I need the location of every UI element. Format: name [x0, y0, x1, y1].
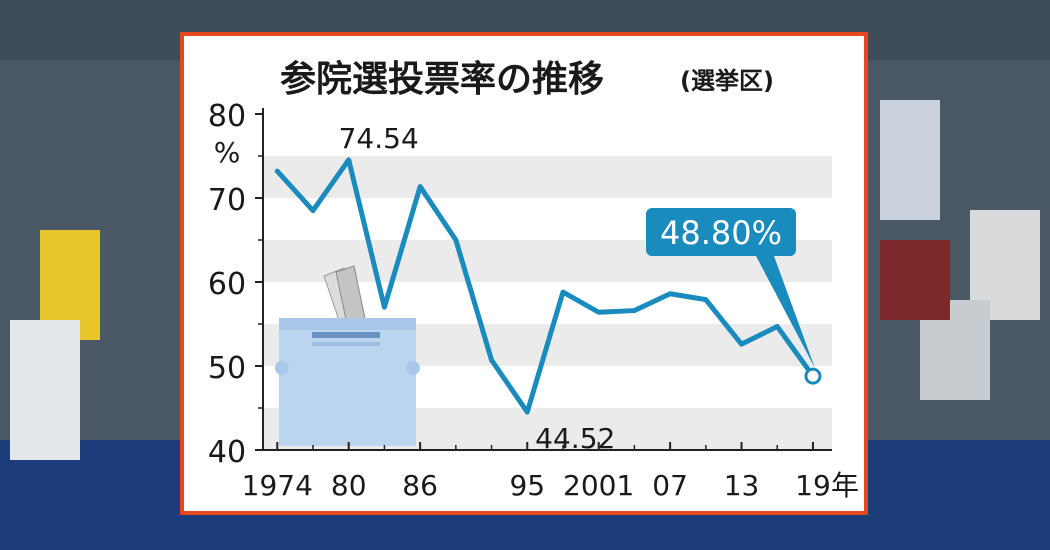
axes — [262, 108, 832, 451]
data-point — [633, 310, 635, 312]
chart-subtitle: (選挙区) — [680, 67, 774, 95]
turnout-line-chart: 参院選投票率の推移 (選挙区) % 80 70 60 50 40 1974 80 86 95 2… — [208, 59, 859, 502]
data-point — [741, 343, 743, 345]
data-point — [705, 299, 707, 301]
y-tick-label: 60 — [208, 267, 246, 302]
y-tick-label: 40 — [208, 435, 246, 470]
x-tick-label: 13 — [724, 469, 760, 502]
series-group — [274, 157, 822, 415]
y-tick-label: 80 — [208, 99, 246, 134]
callout-label: 48.80% — [660, 214, 782, 252]
callout-pointer — [756, 256, 815, 369]
y-axis-ticks: 80 70 60 50 40 — [208, 99, 263, 470]
x-axis-ticks: 1974 80 86 95 2001 07 13 19 年 — [242, 442, 859, 502]
data-point — [776, 326, 778, 328]
x-tick-label: 2001 — [563, 469, 634, 502]
chart-frame: 参院選投票率の推移 (選挙区) % 80 70 60 50 40 1974 80 86 95 2… — [180, 32, 868, 515]
data-point — [598, 311, 600, 313]
data-point — [491, 359, 493, 361]
series-line — [274, 157, 816, 415]
x-tick-label: 80 — [331, 469, 367, 502]
x-tick-label: 07 — [652, 469, 688, 502]
annotation-label: 44.52 — [535, 422, 615, 455]
last-data-point — [804, 367, 822, 385]
data-point — [455, 239, 457, 241]
x-tick-label: 95 — [509, 469, 545, 502]
annotation-label: 74.54 — [339, 122, 419, 155]
data-point — [312, 210, 314, 212]
x-tick-label: 19 — [795, 469, 831, 502]
data-point — [276, 170, 278, 172]
callout-box — [646, 208, 796, 256]
x-tick-label: 86 — [402, 469, 438, 502]
data-point — [419, 186, 421, 188]
annotation-group: 74.54 44.52 48.80% — [339, 122, 815, 455]
y-tick-label: 50 — [208, 351, 246, 386]
data-point — [669, 293, 671, 295]
x-suffix-label: 年 — [831, 469, 859, 502]
y-tick-label: 70 — [208, 183, 246, 218]
data-point — [348, 159, 350, 161]
data-point — [383, 306, 385, 308]
y-unit-label: % — [214, 136, 241, 169]
chart-title: 参院選投票率の推移 — [280, 59, 604, 100]
x-tick-label: 1974 — [242, 469, 313, 502]
ballot-box-illustration — [275, 265, 420, 446]
data-point — [526, 411, 528, 413]
data-point — [562, 291, 564, 293]
